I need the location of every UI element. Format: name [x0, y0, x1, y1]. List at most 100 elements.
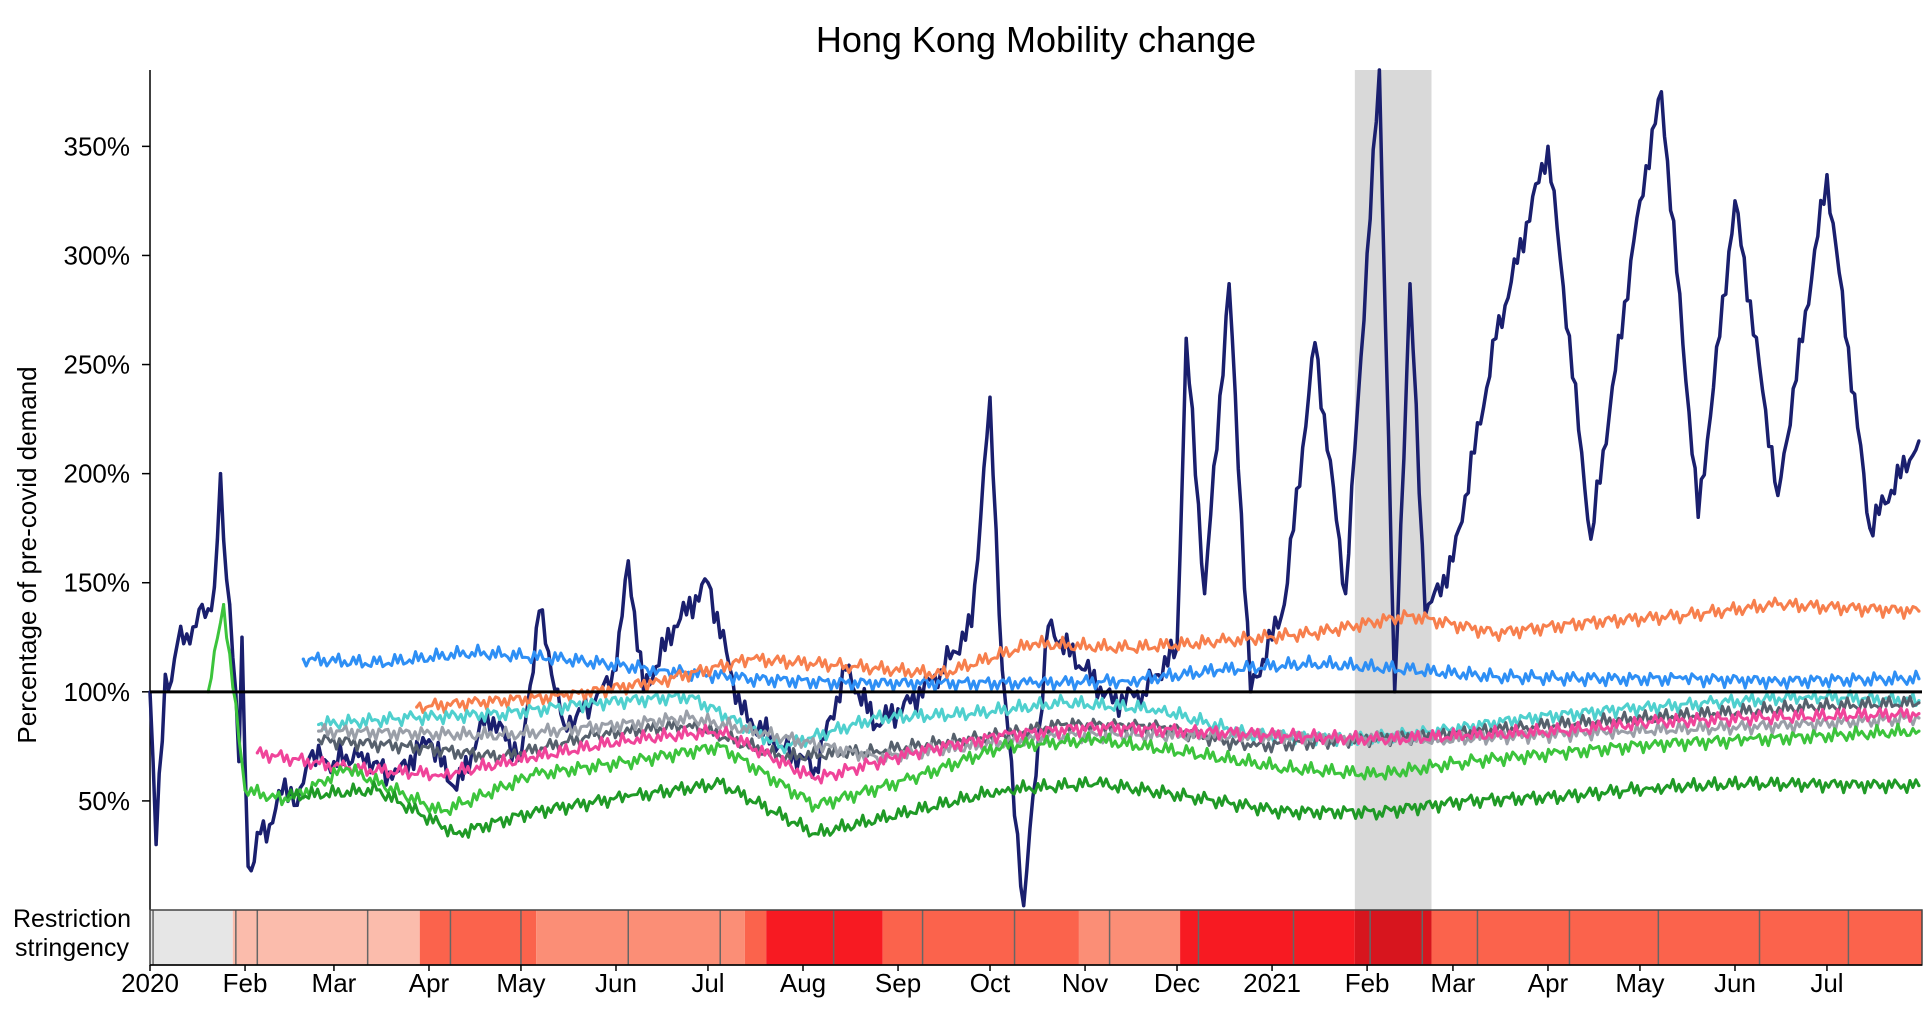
series-5-point — [687, 722, 692, 727]
series-8-point — [908, 777, 912, 781]
series-8-point — [718, 744, 722, 748]
series-1-point — [1282, 602, 1286, 607]
series-1-point — [228, 602, 232, 607]
series-7-point — [1558, 729, 1562, 733]
series-8-point — [344, 766, 348, 770]
series-9-point — [1000, 788, 1004, 792]
series-4-point — [405, 716, 410, 720]
series-9-point — [1917, 784, 1921, 788]
series-7-point — [1745, 716, 1749, 720]
series-7-point — [626, 738, 630, 742]
series-8-point — [626, 760, 630, 764]
series-1-point — [1000, 668, 1004, 672]
x-tick-label: Jul — [691, 968, 724, 998]
y-tick-label: 350% — [64, 131, 131, 161]
series-1-point — [1917, 439, 1921, 443]
series-7-point — [1282, 733, 1286, 738]
series-1-point — [706, 581, 710, 585]
series-9-point — [908, 810, 912, 814]
series-1-point — [1451, 559, 1455, 563]
series-1-point — [240, 635, 244, 639]
series-1-point — [970, 624, 974, 628]
series-1-point — [1046, 624, 1050, 628]
series-8-point — [439, 810, 443, 814]
series-1-point — [1638, 199, 1642, 203]
series-8-point — [1282, 766, 1286, 770]
series-1-point — [249, 869, 253, 873]
series-9-point — [454, 832, 459, 836]
series-5-point — [1061, 722, 1066, 727]
series-2-point — [1494, 674, 1498, 679]
series-8-point — [221, 602, 226, 607]
series-4-point — [970, 712, 974, 716]
series-2-point — [1218, 668, 1222, 672]
x-tick-label: Feb — [1345, 968, 1390, 998]
series-5-point — [1249, 744, 1253, 748]
strip-segment — [882, 910, 1079, 965]
series-5-point — [1524, 725, 1529, 729]
series-9-point — [286, 794, 290, 799]
series-5-point — [1711, 712, 1716, 716]
x-tick-label: Apr — [1528, 968, 1569, 998]
x-tick-label: Jun — [595, 968, 637, 998]
x-tick-label: Nov — [1062, 968, 1108, 998]
series-9-point — [626, 794, 630, 799]
series-line-1 — [148, 68, 1921, 908]
series-3-point — [844, 664, 848, 668]
series-9-point — [1095, 781, 1099, 786]
series-4-point — [779, 744, 784, 748]
series-3-point — [1218, 640, 1222, 644]
series-1-point — [200, 602, 204, 607]
series-8-point — [531, 773, 535, 777]
series-1-point — [332, 760, 336, 764]
series-9-point — [1282, 810, 1286, 814]
series-1-point — [1313, 341, 1317, 345]
series-1-point — [206, 607, 210, 611]
series-8-point — [1000, 744, 1004, 748]
x-tick-label: 2020 — [121, 968, 179, 998]
x-tick-label: May — [1615, 968, 1664, 998]
series-3-point — [749, 657, 753, 661]
series-line-3 — [415, 596, 1921, 714]
series-3-point — [1494, 631, 1498, 635]
series-3-point — [1408, 613, 1412, 618]
series-1-point — [237, 760, 241, 764]
series-1-point — [672, 624, 676, 628]
x-tick-label: 2021 — [1243, 968, 1301, 998]
series-2-point — [1126, 679, 1130, 683]
series-8-point — [1650, 742, 1654, 746]
series-8-point — [1745, 738, 1749, 742]
series-4-point — [317, 722, 321, 727]
series-1-point — [1825, 173, 1829, 177]
series-4-point — [592, 701, 597, 705]
series-1-point — [1203, 592, 1207, 596]
series-1-point — [212, 585, 216, 589]
strip-segment — [1354, 910, 1432, 965]
series-1-point — [537, 609, 541, 613]
strip-segment — [1078, 910, 1181, 965]
series-1-point — [1546, 144, 1550, 148]
strip-segment — [232, 910, 420, 965]
series-2-point — [844, 681, 848, 685]
series-1-point — [813, 766, 817, 770]
x-tick-label: Aug — [780, 968, 826, 998]
series-3-point — [939, 672, 943, 676]
y-tick-label: 300% — [64, 240, 131, 270]
y-tick-label: 100% — [64, 677, 131, 707]
series-3-point — [415, 705, 419, 709]
series-2-point — [1917, 677, 1921, 681]
series-3-point — [657, 679, 661, 683]
series-1-point — [390, 777, 394, 781]
series-1-point — [1184, 336, 1188, 340]
series-7-point — [1377, 738, 1381, 742]
series-1-point — [1408, 282, 1412, 286]
series-1-point — [988, 395, 992, 399]
series-7-point — [1917, 712, 1921, 716]
y-axis-title: Percentage of pre-covid demand — [12, 366, 42, 743]
series-2-point — [301, 657, 305, 661]
series-1-point — [427, 738, 431, 742]
series-1-point — [283, 777, 287, 781]
series-1-point — [218, 472, 223, 476]
strip-segment — [150, 910, 233, 965]
